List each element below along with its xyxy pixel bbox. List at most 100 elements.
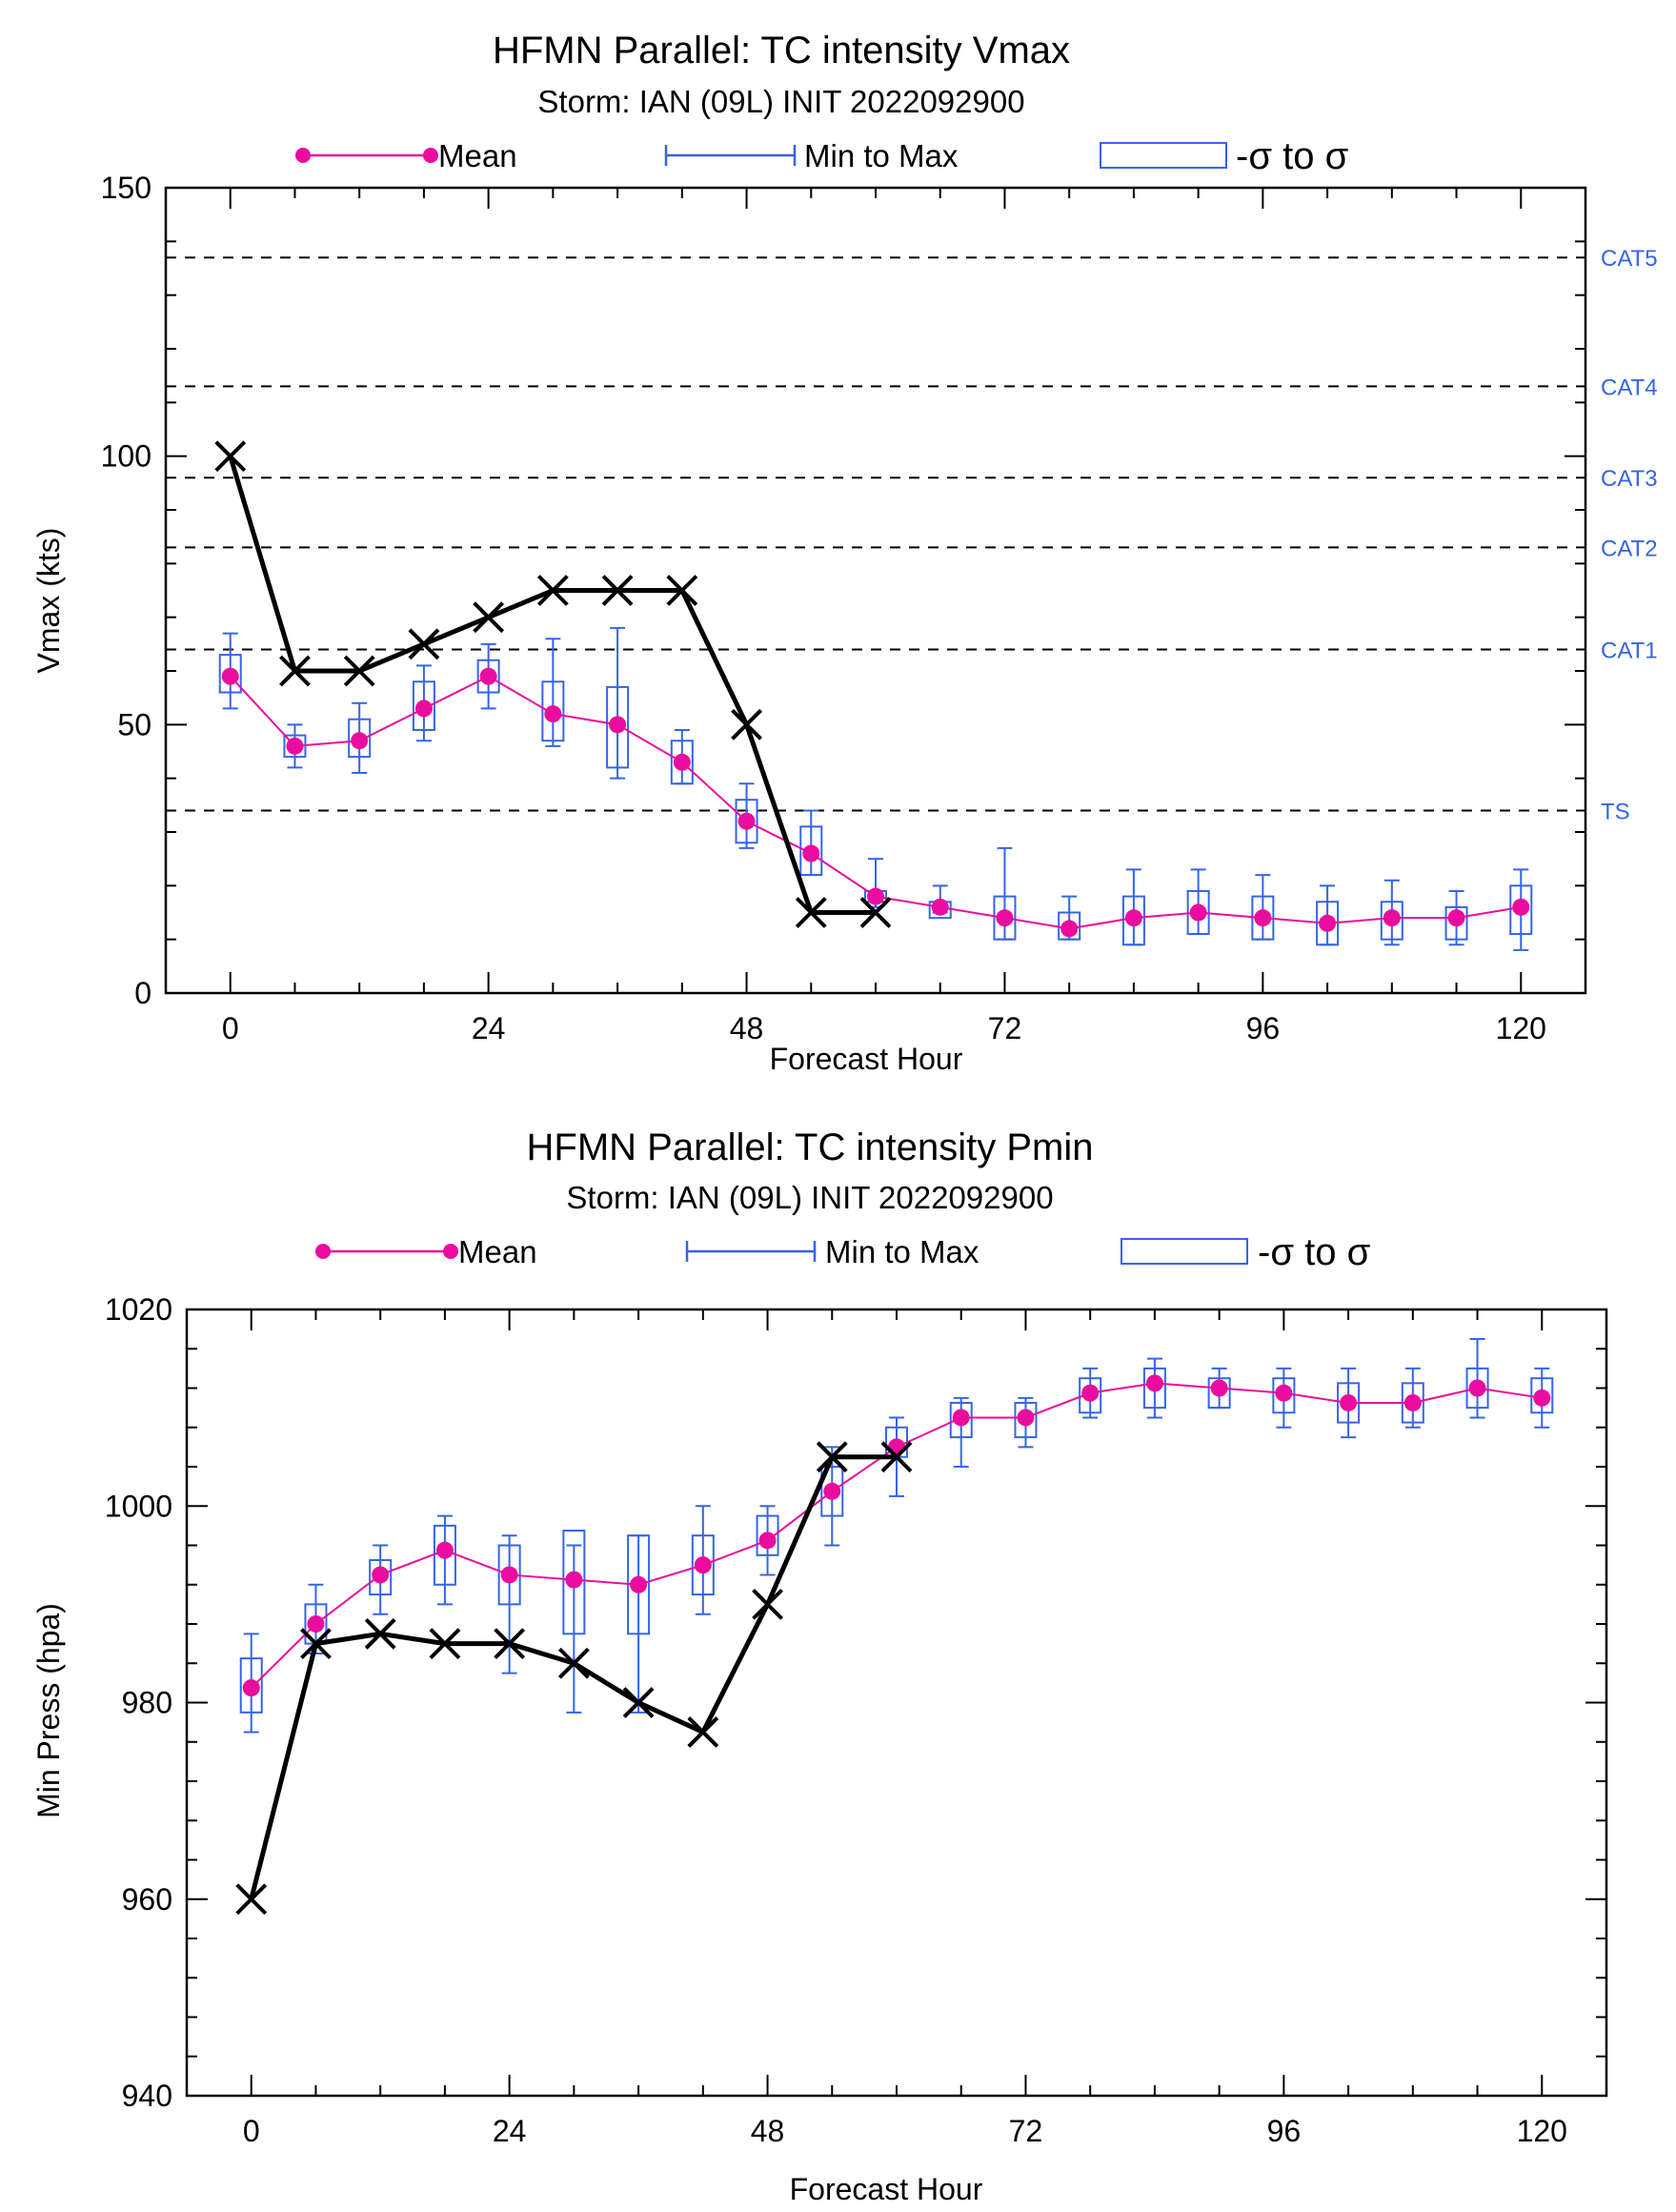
sigma-box [606,685,630,769]
observed-marker [795,897,827,928]
category-label-cat4: CAT4 [1601,375,1658,400]
mean-point [565,1571,583,1589]
mean-point [1468,1379,1486,1397]
observed-marker [816,1441,848,1473]
chart-title: HFMN Parallel: TC intensity Vmax [493,30,1070,71]
sigma-box [993,895,1017,941]
mean-point [673,753,691,771]
y-axis-label: Vmax (kts) [31,528,66,674]
mean-point [1081,1384,1100,1402]
mean-point [414,700,433,718]
legend-range-label: Min to Max [825,1234,979,1269]
legend-sigma-label: -σ to σ [1258,1231,1371,1273]
sigma-box [1014,1401,1038,1439]
x-tick-label: 0 [243,2114,260,2148]
mean-point [500,1566,518,1584]
mean-point [996,909,1014,927]
chart-subtitle: Storm: IAN (09L) INIT 2022092900 [566,1180,1053,1215]
observed-marker [666,575,698,606]
y-tick-label: 1000 [105,1489,172,1523]
x-tick-label: 120 [1517,2114,1567,2148]
sigma-box [239,1657,263,1714]
observed-marker [859,897,892,928]
sigma-box [369,1558,393,1596]
legend-mean-marker-right [443,1244,458,1259]
observed-marker [494,1628,526,1660]
legend-mean-label: Mean [438,138,517,173]
mean-point [1017,1409,1035,1427]
x-tick-label: 96 [1246,1011,1281,1045]
x-axis-label: Forecast Hour [770,1042,963,1076]
sigma-box [541,680,565,742]
y-tick-label: 940 [122,2079,172,2113]
sigma-box [1207,1377,1231,1410]
category-label-cat2: CAT2 [1601,536,1658,561]
sigma-box [735,799,758,844]
mean-point [307,1615,325,1633]
mean-point [351,732,369,750]
pmin-chart: HFMN Parallel: TC intensity Pmin Storm: … [31,1126,1608,2206]
legend-mean-marker-left [295,148,311,163]
mean-point [1210,1379,1228,1397]
mean-point [694,1556,712,1574]
observed-marker [473,601,505,634]
y-tick-label: 960 [122,1882,172,1917]
observed-marker [880,1441,913,1473]
mean-point [867,887,884,905]
y-tick-label: 980 [122,1686,172,1720]
mean-point [1254,909,1272,927]
observed-marker [731,708,762,741]
x-tick-label: 72 [1009,2114,1043,2148]
observed-marker [343,655,375,687]
sigma-box [756,1514,779,1556]
vmax-chart-panel: HFMN Parallel: TC intensity Vmax Storm: … [0,0,1676,1104]
x-tick-label: 0 [222,1011,239,1045]
mean-point [1124,909,1142,927]
x-tick-label: 120 [1496,1011,1546,1045]
mean-point [435,1541,454,1559]
sigma-box [348,718,372,759]
x-axis-label: Forecast Hour [790,2172,983,2206]
observed-marker [601,575,634,606]
mean-point [1189,903,1207,922]
pmin-chart-panel: HFMN Parallel: TC intensity Pmin Storm: … [0,1104,1676,2207]
chart-legend: Mean Min to Max -σ to σ [315,1231,1371,1273]
x-tick-label: 72 [988,1011,1022,1045]
sigma-box [1444,905,1468,941]
mean-point [286,737,304,755]
category-label-ts: TS [1601,799,1630,824]
legend-sigma-box [1100,142,1227,169]
mean-point [630,1575,648,1593]
legend-mean-marker-right [423,148,438,163]
observed-marker [235,1883,268,1916]
x-tick-label: 24 [472,1011,506,1045]
mean-point [1340,1393,1358,1411]
legend-sigma-box [1121,1238,1248,1265]
chart-title: HFMN Parallel: TC intensity Pmin [527,1126,1094,1168]
chart-legend: Mean Min to Max -σ to σ [295,135,1349,177]
mean-point [221,667,239,685]
sigma-box [670,740,694,785]
mean-point [823,1482,841,1500]
mean-point [1060,920,1079,938]
sigma-box [562,1530,586,1635]
mean-point [479,667,497,685]
observed-marker [214,440,247,473]
chart-subtitle: Storm: IAN (09L) INIT 2022092900 [537,84,1024,119]
mean-point [1145,1374,1163,1392]
category-label-cat3: CAT3 [1601,466,1658,492]
y-axis-label: Min Press (hpa) [31,1603,66,1818]
observed-marker [622,1687,655,1718]
legend-sigma-label: -σ to σ [1236,135,1349,177]
y-tick-label: 100 [101,439,151,474]
mean-point [1512,898,1530,916]
legend-mean-marker-left [315,1244,331,1259]
mean-point [1319,914,1337,932]
x-tick-label: 24 [493,2114,527,2148]
x-tick-label: 48 [730,1011,764,1045]
vmax-chart: HFMN Parallel: TC intensity Vmax Storm: … [31,30,1658,1076]
sigma-box [1465,1367,1489,1410]
observed-marker [279,655,311,687]
mean-point [952,1409,970,1427]
mean-point [1403,1393,1422,1411]
